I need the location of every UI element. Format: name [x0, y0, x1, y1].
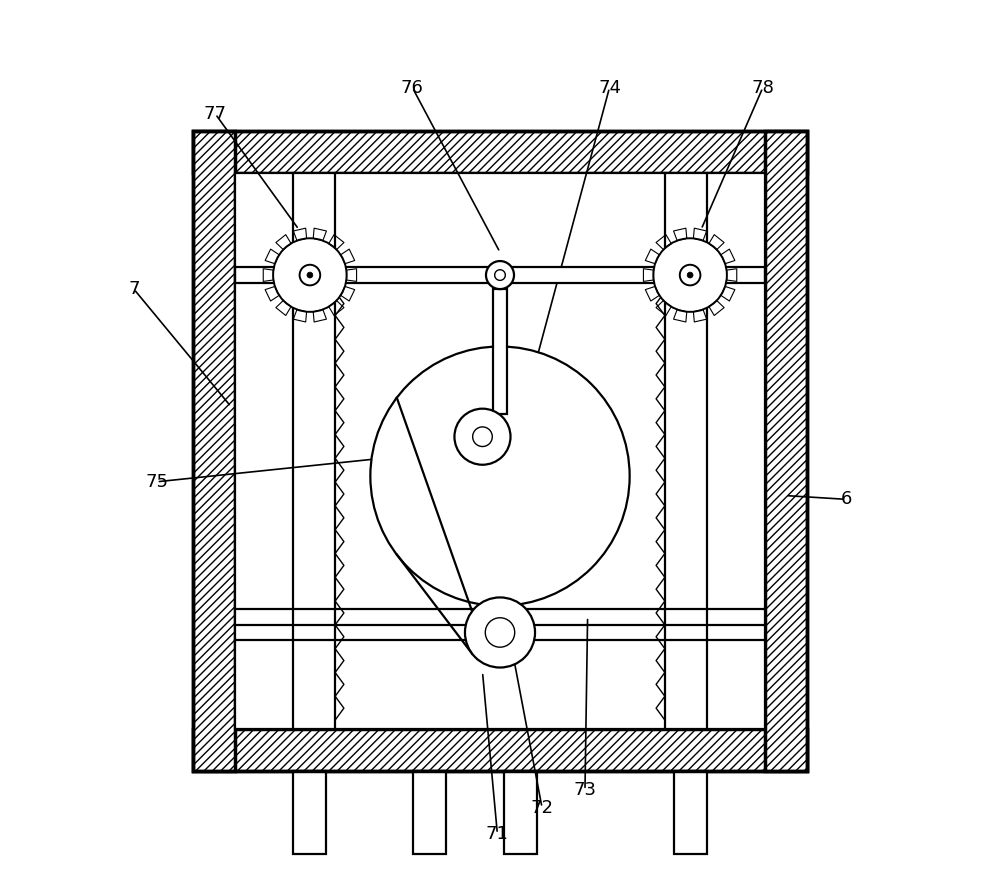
Circle shape	[495, 270, 505, 280]
Bar	[235, 267, 765, 283]
Circle shape	[687, 272, 693, 278]
Bar	[235, 173, 765, 729]
Bar	[193, 131, 807, 173]
Circle shape	[370, 347, 630, 606]
Bar	[193, 131, 235, 771]
Circle shape	[473, 427, 492, 447]
Circle shape	[454, 409, 511, 465]
Bar	[193, 131, 807, 771]
Bar	[235, 173, 765, 729]
Circle shape	[486, 261, 514, 289]
Bar	[504, 771, 537, 854]
Text: 7: 7	[128, 280, 140, 298]
Bar	[193, 729, 807, 771]
Bar	[493, 289, 507, 414]
Text: 77: 77	[204, 105, 227, 123]
Bar	[293, 771, 326, 854]
Text: 76: 76	[401, 79, 424, 96]
Text: 71: 71	[486, 825, 509, 843]
Circle shape	[273, 238, 347, 312]
Bar	[765, 131, 807, 771]
Circle shape	[485, 618, 515, 647]
Circle shape	[465, 597, 535, 668]
Bar	[674, 771, 707, 854]
Text: 6: 6	[840, 491, 852, 508]
Circle shape	[680, 265, 700, 286]
Bar	[413, 771, 446, 854]
Text: 78: 78	[751, 79, 774, 96]
Circle shape	[307, 272, 313, 278]
Text: 72: 72	[531, 799, 554, 816]
Text: 74: 74	[598, 79, 621, 96]
Circle shape	[653, 238, 727, 312]
Text: 73: 73	[573, 781, 596, 799]
Text: 75: 75	[145, 473, 168, 491]
Circle shape	[300, 265, 320, 286]
